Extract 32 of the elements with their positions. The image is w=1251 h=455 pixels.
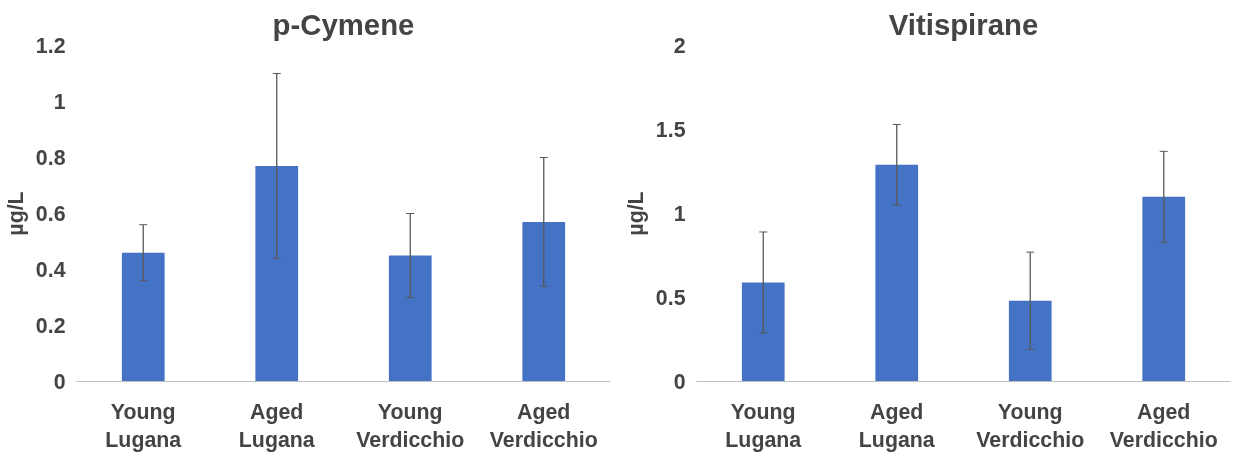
y-tick-label: 0.6 (35, 202, 66, 226)
y-axis-title: µg/L (623, 191, 648, 236)
x-tick-label: Aged Lugana (238, 399, 315, 453)
x-tick-label: Young Lugana (105, 399, 182, 453)
bar (1142, 196, 1186, 382)
bar (1008, 300, 1052, 382)
x-tick-label: Young Verdicchio (976, 399, 1085, 453)
bar (255, 165, 299, 382)
bar (522, 221, 566, 382)
bar (741, 282, 785, 382)
y-tick-label: 2 (673, 34, 686, 58)
chart-title: p-Cymene (272, 7, 415, 41)
x-tick-label: Aged Verdicchio (1109, 399, 1218, 453)
bar (875, 164, 919, 382)
chart-title: Vitispirane (888, 7, 1039, 41)
y-tick-label: 0 (673, 370, 686, 394)
x-tick-label: Young Verdicchio (356, 399, 465, 453)
y-tick-label: 0.5 (655, 286, 686, 310)
bar (121, 252, 165, 382)
x-tick-label: Aged Verdicchio (489, 399, 598, 453)
bar (388, 255, 432, 382)
y-axis-title: µg/L (3, 191, 28, 236)
x-tick-label: Aged Lugana (858, 399, 935, 453)
y-tick-label: 1.5 (655, 118, 686, 142)
y-tick-label: 0.2 (35, 314, 66, 338)
y-tick-label: 1 (673, 202, 686, 226)
y-tick-label: 0.8 (35, 146, 66, 170)
y-tick-label: 1.2 (35, 34, 66, 58)
y-tick-label: 1 (53, 90, 66, 114)
y-tick-label: 0 (53, 370, 66, 394)
y-tick-label: 0.4 (35, 258, 66, 282)
x-tick-label: Young Lugana (725, 399, 802, 453)
